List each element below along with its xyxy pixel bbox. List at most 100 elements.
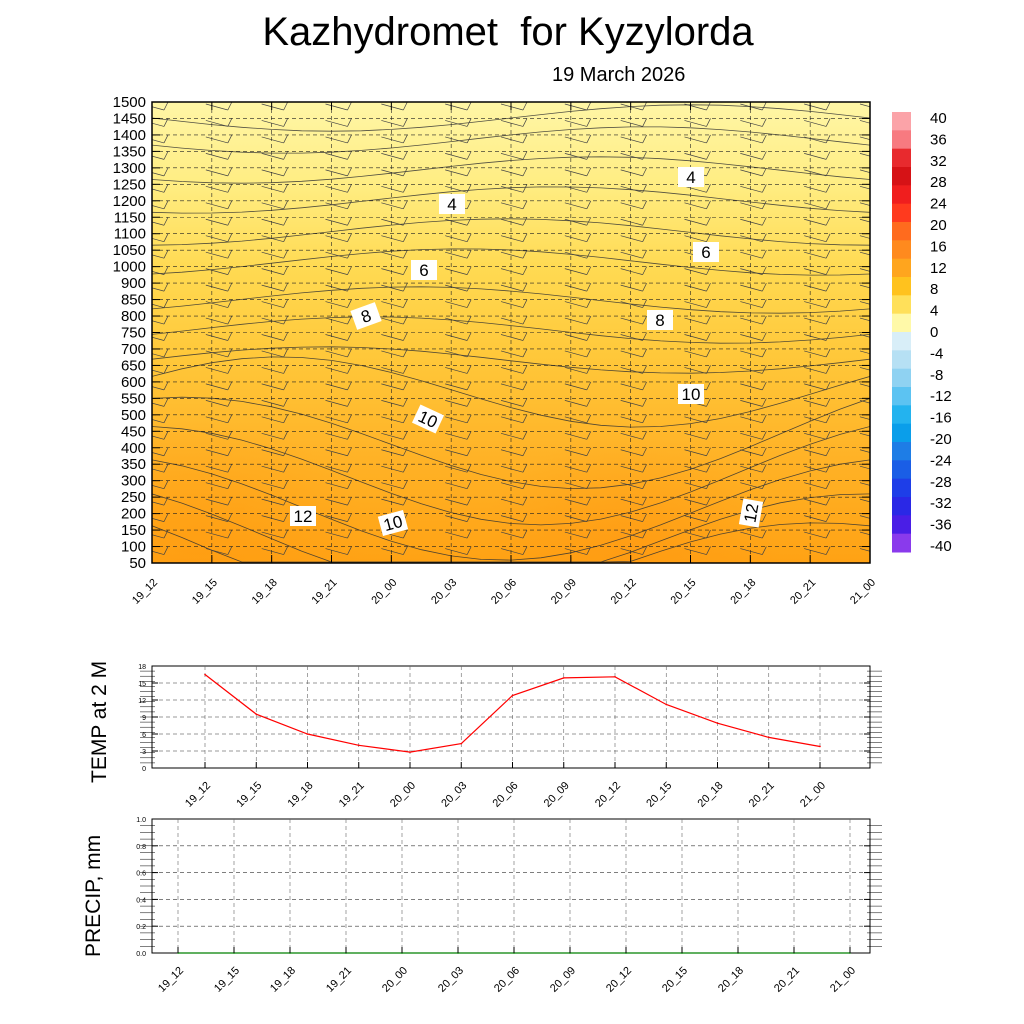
wind-barb [152, 431, 169, 440]
wind-barb [500, 480, 528, 490]
wind-barb [740, 398, 767, 407]
wind-barb [381, 332, 408, 341]
data-point [460, 742, 463, 745]
wind-barb [684, 431, 711, 440]
wind-barb [740, 134, 767, 144]
x-tick-label: 20_06 [492, 965, 522, 995]
data-point [357, 744, 360, 747]
wind-barb [804, 414, 831, 424]
wind-barb [804, 398, 831, 407]
wind-barb [152, 513, 169, 522]
wind-barb [152, 332, 169, 341]
colorbar-swatch [892, 203, 911, 223]
y-tick-label: 1250 [113, 176, 146, 193]
wind-barb [205, 546, 233, 555]
wind-barb [445, 381, 472, 391]
wind-barb [261, 217, 288, 226]
wind-barb [445, 134, 472, 144]
wind-barb [740, 217, 767, 226]
y-tick-label: 1150 [114, 209, 146, 226]
colorbar-swatch [892, 185, 911, 205]
wind-barb [261, 266, 288, 275]
y-tick-label: 0 [142, 766, 146, 773]
wind-barb [445, 315, 472, 325]
x-tick-label: 19_12 [156, 965, 186, 995]
contour-label: 12 [290, 506, 316, 526]
wind-barb [152, 250, 169, 259]
colorbar-swatch [892, 313, 911, 333]
colorbar-swatch [892, 368, 911, 388]
wind-barb [381, 118, 408, 127]
x-tick-label: 20_18 [716, 965, 746, 995]
wind-barb [620, 134, 647, 144]
wind-barb [564, 315, 592, 325]
wind-barb [804, 529, 831, 539]
y-tick-label: 200 [121, 506, 146, 523]
wind-barb [500, 200, 528, 210]
wind-barb [381, 414, 408, 424]
wind-barb [564, 266, 592, 275]
colorbar-tick-label: 16 [930, 238, 947, 255]
contour-label: 6 [693, 242, 719, 262]
wind-barb [152, 546, 169, 555]
wind-barb [564, 282, 592, 292]
wind-barb [620, 496, 647, 506]
y-tick-label: 500 [121, 407, 146, 424]
wind-barb [381, 348, 408, 358]
wind-barb [445, 464, 472, 473]
wind-barb [500, 250, 528, 259]
y-tick-label: 1100 [114, 226, 146, 243]
wind-barb [381, 250, 408, 259]
x-tick-label: 19_21 [324, 965, 354, 995]
wind-barb [381, 546, 408, 555]
wind-barb [205, 529, 233, 539]
data-point [204, 673, 206, 676]
wind-barb [445, 167, 472, 177]
wind-barb [261, 398, 288, 407]
wind-barb [445, 414, 472, 424]
y-tick-label: 0.8 [136, 844, 146, 851]
x-tick-label: 20_15 [660, 965, 690, 995]
wind-barb [205, 315, 233, 325]
wind-barb [564, 365, 592, 374]
wind-barb [500, 332, 528, 341]
wind-barb [859, 251, 870, 256]
colorbar-tick-label: -4 [930, 345, 943, 362]
x-tick-label: 20_00 [388, 780, 418, 810]
wind-barb [620, 118, 647, 127]
wind-barb [684, 414, 711, 424]
wind-barb [205, 250, 233, 259]
colorbar-tick-label: 40 [930, 110, 947, 127]
wind-barb [325, 496, 352, 506]
wind-barb [859, 169, 870, 173]
wind-barb [684, 299, 711, 308]
wind-barb [620, 184, 647, 193]
wind-barb [261, 480, 288, 490]
wind-barb [564, 546, 592, 555]
x-tick-label: 20_06 [489, 577, 519, 607]
colorbar-swatch [892, 350, 911, 370]
wind-barb [620, 513, 647, 522]
wind-barb [205, 513, 233, 522]
contour-label: 4 [678, 167, 704, 187]
wind-barb [205, 348, 233, 358]
data-point [819, 745, 821, 748]
wind-barb [381, 233, 408, 243]
x-tick-label: 20_21 [788, 577, 818, 607]
wind-barb [261, 282, 288, 292]
wind-barb [381, 266, 408, 275]
wind-barb [261, 200, 288, 210]
wind-barb [500, 299, 528, 308]
x-tick-label: 21_00 [798, 780, 828, 810]
wind-barb [500, 282, 528, 292]
y-tick-label: 900 [121, 275, 146, 292]
svg-text:4: 4 [447, 195, 456, 214]
wind-barb [325, 134, 352, 144]
wind-barb [564, 381, 592, 391]
wind-barb [500, 151, 528, 160]
wind-barb [740, 250, 767, 259]
colorbar-tick-label: 12 [930, 260, 947, 277]
wind-barb [564, 250, 592, 259]
wind-barb [205, 118, 233, 127]
colorbar-tick-label: -28 [930, 474, 952, 491]
